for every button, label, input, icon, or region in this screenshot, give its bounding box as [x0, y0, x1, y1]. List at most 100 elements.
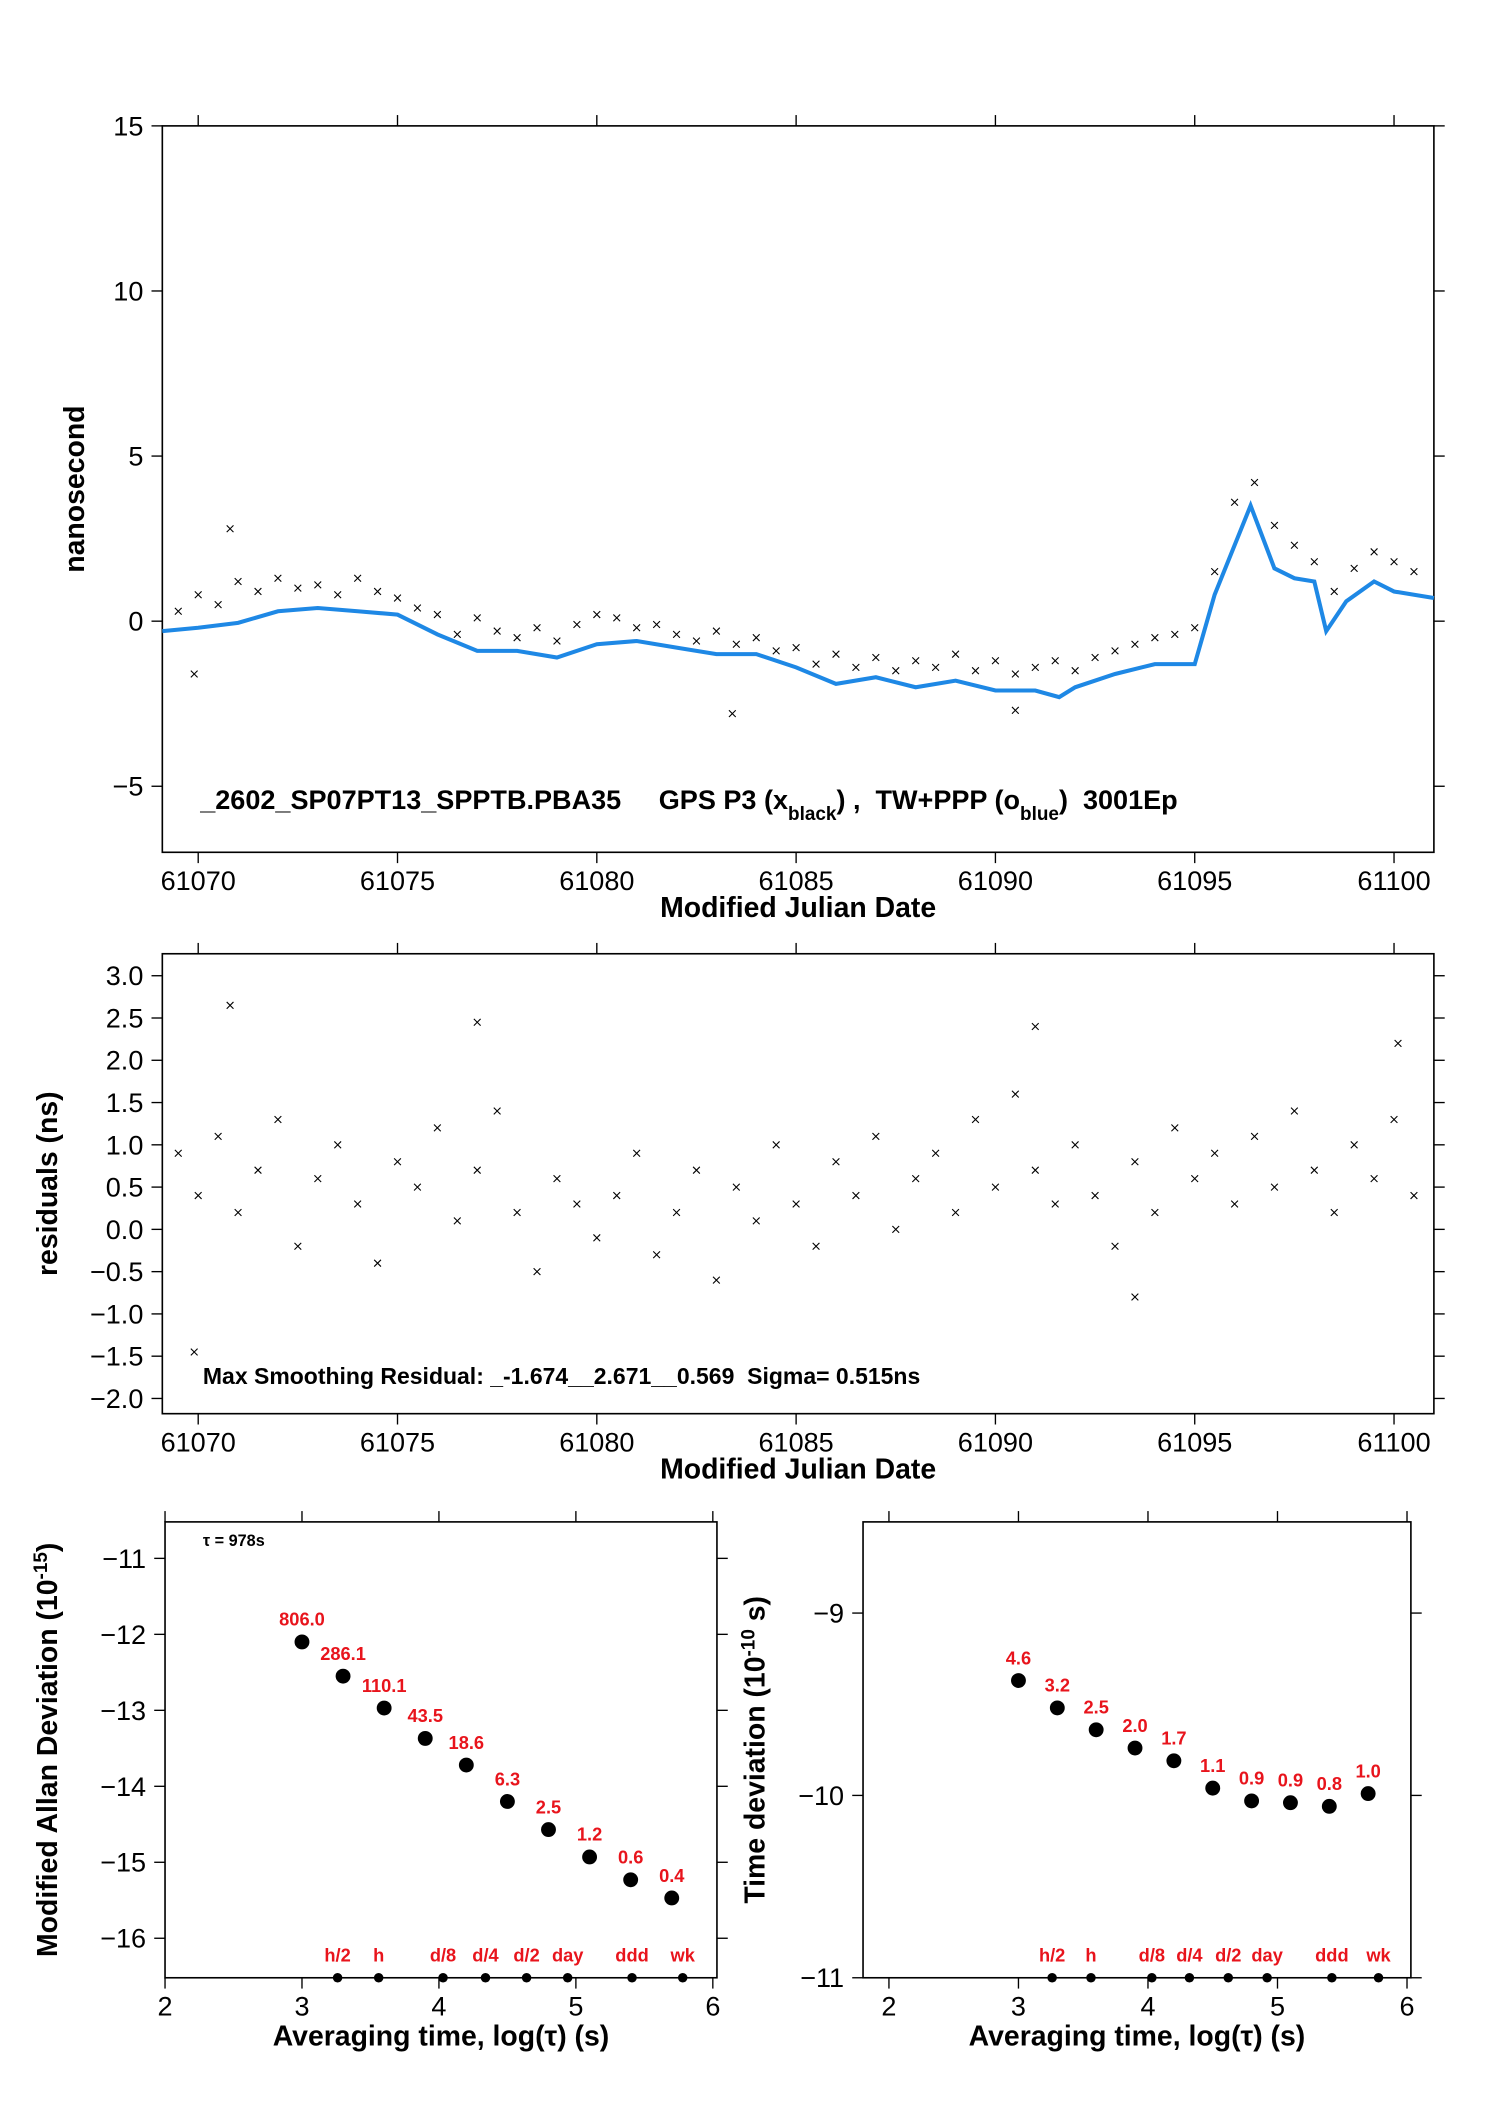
x-marker-stroke [752, 633, 761, 642]
y-tick-label: −9 [813, 1599, 844, 1629]
x-marker-stroke [872, 1132, 880, 1141]
x-marker [493, 1107, 501, 1115]
x-marker [314, 1174, 322, 1183]
x-marker [373, 587, 382, 596]
x-marker [728, 709, 737, 718]
x-marker [612, 614, 621, 622]
x-marker [652, 1250, 661, 1259]
x-marker [553, 1174, 561, 1183]
x-marker-stroke [632, 624, 641, 632]
x-marker-stroke [473, 614, 481, 622]
x-marker [1350, 564, 1358, 573]
x-marker [194, 590, 202, 599]
x-marker-stroke [971, 1115, 980, 1124]
x-marker-stroke [872, 653, 880, 662]
x-marker-stroke [533, 624, 541, 632]
x-marker-stroke [672, 1208, 681, 1217]
x-marker [1410, 1191, 1418, 1200]
x-marker-stroke [234, 577, 242, 586]
smoothed-line [162, 500, 1435, 700]
x-marker [413, 1183, 422, 1191]
x-marker-stroke [1071, 1141, 1079, 1149]
x-marker [373, 1259, 382, 1267]
point-label: 2.5 [1083, 1697, 1108, 1718]
x-marker-stroke [892, 1225, 900, 1234]
x-axis-label: Modified Julian Date [660, 892, 936, 924]
x-marker-stroke [632, 1149, 641, 1158]
x-marker-stroke [393, 594, 402, 602]
x-marker-stroke [732, 640, 741, 649]
data-point [664, 1890, 680, 1906]
x-marker-stroke [1290, 541, 1299, 549]
x-marker [1310, 557, 1319, 566]
x-marker [1410, 567, 1418, 576]
x-marker [911, 1174, 920, 1183]
x-marker-stroke [333, 590, 342, 599]
y-axis-label: Modified Allan Deviation (10-15) [30, 1543, 63, 1957]
x-marker [951, 650, 960, 658]
y-axis-label-part: residuals (ns) [32, 1091, 64, 1276]
x-marker-stroke [1171, 630, 1179, 639]
interval-marker [373, 1973, 384, 1983]
x-marker [1190, 624, 1199, 632]
y-axis-label-part: -10 [738, 1629, 759, 1656]
x-marker [513, 633, 521, 642]
interval-label: d/4 [1176, 1945, 1203, 1966]
x-marker [553, 637, 561, 645]
interval-marker [1262, 1973, 1272, 1983]
x-marker [1250, 1132, 1259, 1141]
annotation-part: τ = 978s [203, 1532, 265, 1550]
x-marker-stroke [214, 600, 222, 609]
x-tick-label: 61095 [1157, 1428, 1232, 1458]
x-marker [473, 614, 481, 622]
interval-marker [562, 1973, 573, 1983]
annotation-part: ) 3001Ep [1059, 785, 1178, 815]
x-marker [393, 1157, 402, 1166]
x-marker [712, 1276, 721, 1284]
x-marker-stroke [1071, 666, 1079, 675]
panel: 2 3 4 5 6 −11 −10 −9 Averaging time, log(τ) (s) T… [738, 1511, 1422, 2052]
x-axis-label: Averaging time, log(τ) (s) [969, 2020, 1306, 2052]
x-marker-stroke [1310, 557, 1319, 566]
x-marker-stroke [1011, 1090, 1020, 1098]
data-point [1049, 1700, 1065, 1716]
point-label: 6.3 [495, 1768, 520, 1789]
x-marker [1390, 557, 1398, 566]
x-marker [194, 1191, 202, 1200]
data-point [376, 1700, 392, 1716]
annotation: _2602_SP07PT13_SPPTB.PBA35 GPS P3 (xblac… [199, 785, 1178, 824]
x-marker [226, 524, 234, 533]
x-marker-stroke [393, 1157, 402, 1166]
x-marker-stroke [1250, 478, 1259, 487]
interval-marker [1086, 1973, 1096, 1983]
y-axis-label-part: ) [32, 1543, 64, 1552]
x-marker [1091, 1191, 1099, 1200]
x-marker [931, 663, 940, 672]
y-tick-label: −12 [100, 1620, 146, 1650]
plot-frame [164, 1521, 718, 1979]
x-marker-stroke [493, 627, 501, 635]
x-marker [1270, 1183, 1279, 1191]
x-marker [931, 1149, 940, 1158]
interval-marker [1373, 1973, 1384, 1983]
x-marker-stroke [951, 1208, 960, 1217]
y-tick-label: −2.0 [90, 1384, 143, 1414]
interval-marker [438, 1973, 448, 1983]
x-marker [971, 666, 980, 675]
x-marker [1310, 1166, 1319, 1174]
x-marker [971, 1115, 980, 1124]
data-point [458, 1757, 474, 1773]
x-marker-stroke [612, 1191, 621, 1200]
x-marker [1011, 670, 1020, 678]
x-marker-stroke [553, 637, 561, 645]
x-tick-label: 3 [1011, 1992, 1026, 2022]
x-marker [991, 1183, 1000, 1191]
x-marker [453, 1217, 462, 1225]
x-marker [1151, 1208, 1159, 1217]
x-marker [752, 1217, 761, 1225]
x-marker [214, 1132, 222, 1141]
annotation-part: blue [1020, 804, 1059, 825]
x-marker-stroke [174, 1149, 183, 1158]
interval-label: d/4 [472, 1945, 499, 1966]
x-marker [190, 670, 198, 678]
